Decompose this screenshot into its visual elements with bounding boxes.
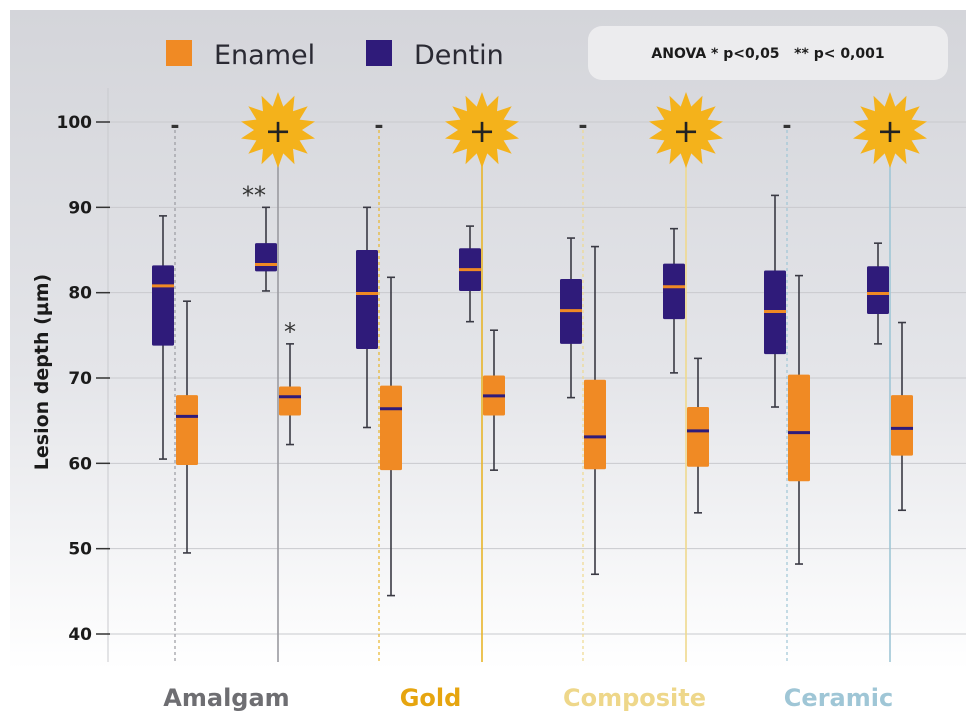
group-label-composite: Composite bbox=[563, 684, 706, 712]
box-ceramic-minus-dentin bbox=[764, 194, 786, 408]
y-tick-label-80: 80 bbox=[68, 284, 92, 304]
box-gold-minus-dentin bbox=[356, 206, 378, 429]
y-tick-label-50: 50 bbox=[68, 540, 92, 560]
box-composite-plus-dentin-iqr bbox=[663, 263, 685, 320]
condition-amalgam-minus-symbol: - bbox=[170, 114, 179, 139]
box-ceramic-plus-dentin bbox=[867, 242, 889, 345]
y-tick-label-40: 40 bbox=[68, 625, 92, 645]
condition-composite-plus-symbol: + bbox=[673, 112, 700, 150]
condition-gold-minus-symbol: - bbox=[374, 114, 383, 139]
box-amalgam-plus-dentin-iqr bbox=[255, 243, 277, 272]
box-composite-minus-enamel-iqr bbox=[584, 379, 606, 470]
anova-box: ANOVA * p<0,05 ** p< 0,001 bbox=[588, 26, 948, 80]
group-label-ceramic: Ceramic bbox=[784, 684, 893, 712]
anova-box-background bbox=[588, 26, 948, 80]
box-amalgam-plus-dentin-significance: ** bbox=[242, 181, 266, 209]
box-amalgam-minus-dentin-iqr bbox=[152, 265, 174, 346]
legend-label-dentin: Dentin bbox=[414, 40, 504, 71]
box-gold-plus-dentin bbox=[459, 225, 481, 323]
condition-ceramic-minus-symbol: - bbox=[782, 114, 791, 139]
box-gold-minus-enamel bbox=[380, 276, 402, 597]
condition-composite-minus-symbol: - bbox=[578, 114, 587, 139]
condition-amalgam-plus-symbol: + bbox=[265, 112, 292, 150]
condition-ceramic-plus-starburst-icon bbox=[853, 92, 927, 168]
legend-swatch-dentin bbox=[366, 40, 392, 66]
condition-composite-plus-starburst-icon bbox=[649, 92, 723, 168]
group-label-gold: Gold bbox=[400, 684, 462, 712]
box-amalgam-plus-enamel: * bbox=[279, 318, 301, 446]
box-composite-plus-enamel-iqr bbox=[687, 407, 709, 467]
box-composite-minus-enamel bbox=[584, 245, 606, 576]
box-amalgam-minus-dentin bbox=[152, 215, 174, 460]
box-amalgam-minus-enamel-iqr bbox=[176, 395, 198, 466]
box-ceramic-plus-enamel bbox=[891, 321, 913, 512]
condition-markers: - + - + - + - + bbox=[170, 92, 927, 168]
condition-gold-plus-symbol: + bbox=[469, 112, 496, 150]
box-composite-plus-dentin bbox=[663, 227, 685, 374]
box-gold-minus-enamel-iqr bbox=[380, 385, 402, 471]
y-tick-label-90: 90 bbox=[68, 198, 92, 218]
box-ceramic-minus-enamel bbox=[788, 274, 810, 565]
condition-gold-plus-starburst-icon bbox=[445, 92, 519, 168]
box-ceramic-plus-dentin-iqr bbox=[867, 266, 889, 314]
y-tick-label-70: 70 bbox=[68, 369, 92, 389]
group-guide-lines bbox=[174, 130, 891, 662]
box-composite-plus-enamel bbox=[687, 357, 709, 514]
group-label-amalgam: Amalgam bbox=[163, 684, 289, 712]
legend-label-enamel: Enamel bbox=[214, 40, 315, 71]
box-gold-minus-dentin-iqr bbox=[356, 250, 378, 349]
y-tick-label-60: 60 bbox=[68, 454, 92, 474]
legend: Enamel Dentin bbox=[166, 40, 504, 71]
condition-amalgam-plus-starburst-icon bbox=[241, 92, 315, 168]
group-labels: Amalgam Gold Composite Ceramic bbox=[163, 684, 893, 712]
y-axis-label: Lesion depth (µm) bbox=[31, 274, 53, 470]
box-ceramic-minus-enamel-iqr bbox=[788, 374, 810, 482]
box-composite-minus-dentin bbox=[560, 237, 582, 399]
y-axis: 40 50 60 70 80 90 100 bbox=[57, 113, 110, 645]
condition-ceramic-plus-symbol: + bbox=[877, 112, 904, 150]
box-amalgam-plus-enamel-iqr bbox=[279, 386, 301, 416]
box-gold-plus-enamel bbox=[483, 329, 505, 471]
box-series: *** bbox=[152, 181, 913, 597]
legend-swatch-enamel bbox=[166, 40, 192, 66]
box-ceramic-plus-enamel-iqr bbox=[891, 395, 913, 456]
anova-text: ANOVA * p<0,05 ** p< 0,001 bbox=[651, 46, 884, 62]
box-amalgam-plus-enamel-significance: * bbox=[284, 318, 296, 346]
box-amalgam-plus-dentin: ** bbox=[242, 181, 277, 292]
box-amalgam-minus-enamel bbox=[176, 300, 198, 554]
y-tick-label-100: 100 bbox=[57, 113, 93, 133]
